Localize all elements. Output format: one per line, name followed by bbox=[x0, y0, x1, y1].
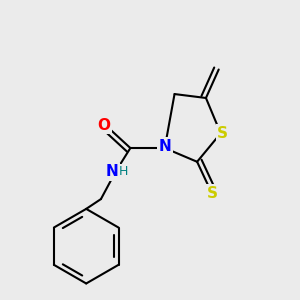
Text: N: N bbox=[158, 139, 171, 154]
Text: O: O bbox=[98, 118, 110, 133]
Text: H: H bbox=[119, 165, 128, 178]
Text: S: S bbox=[217, 126, 228, 141]
Text: S: S bbox=[207, 186, 218, 201]
Text: N: N bbox=[105, 164, 118, 179]
